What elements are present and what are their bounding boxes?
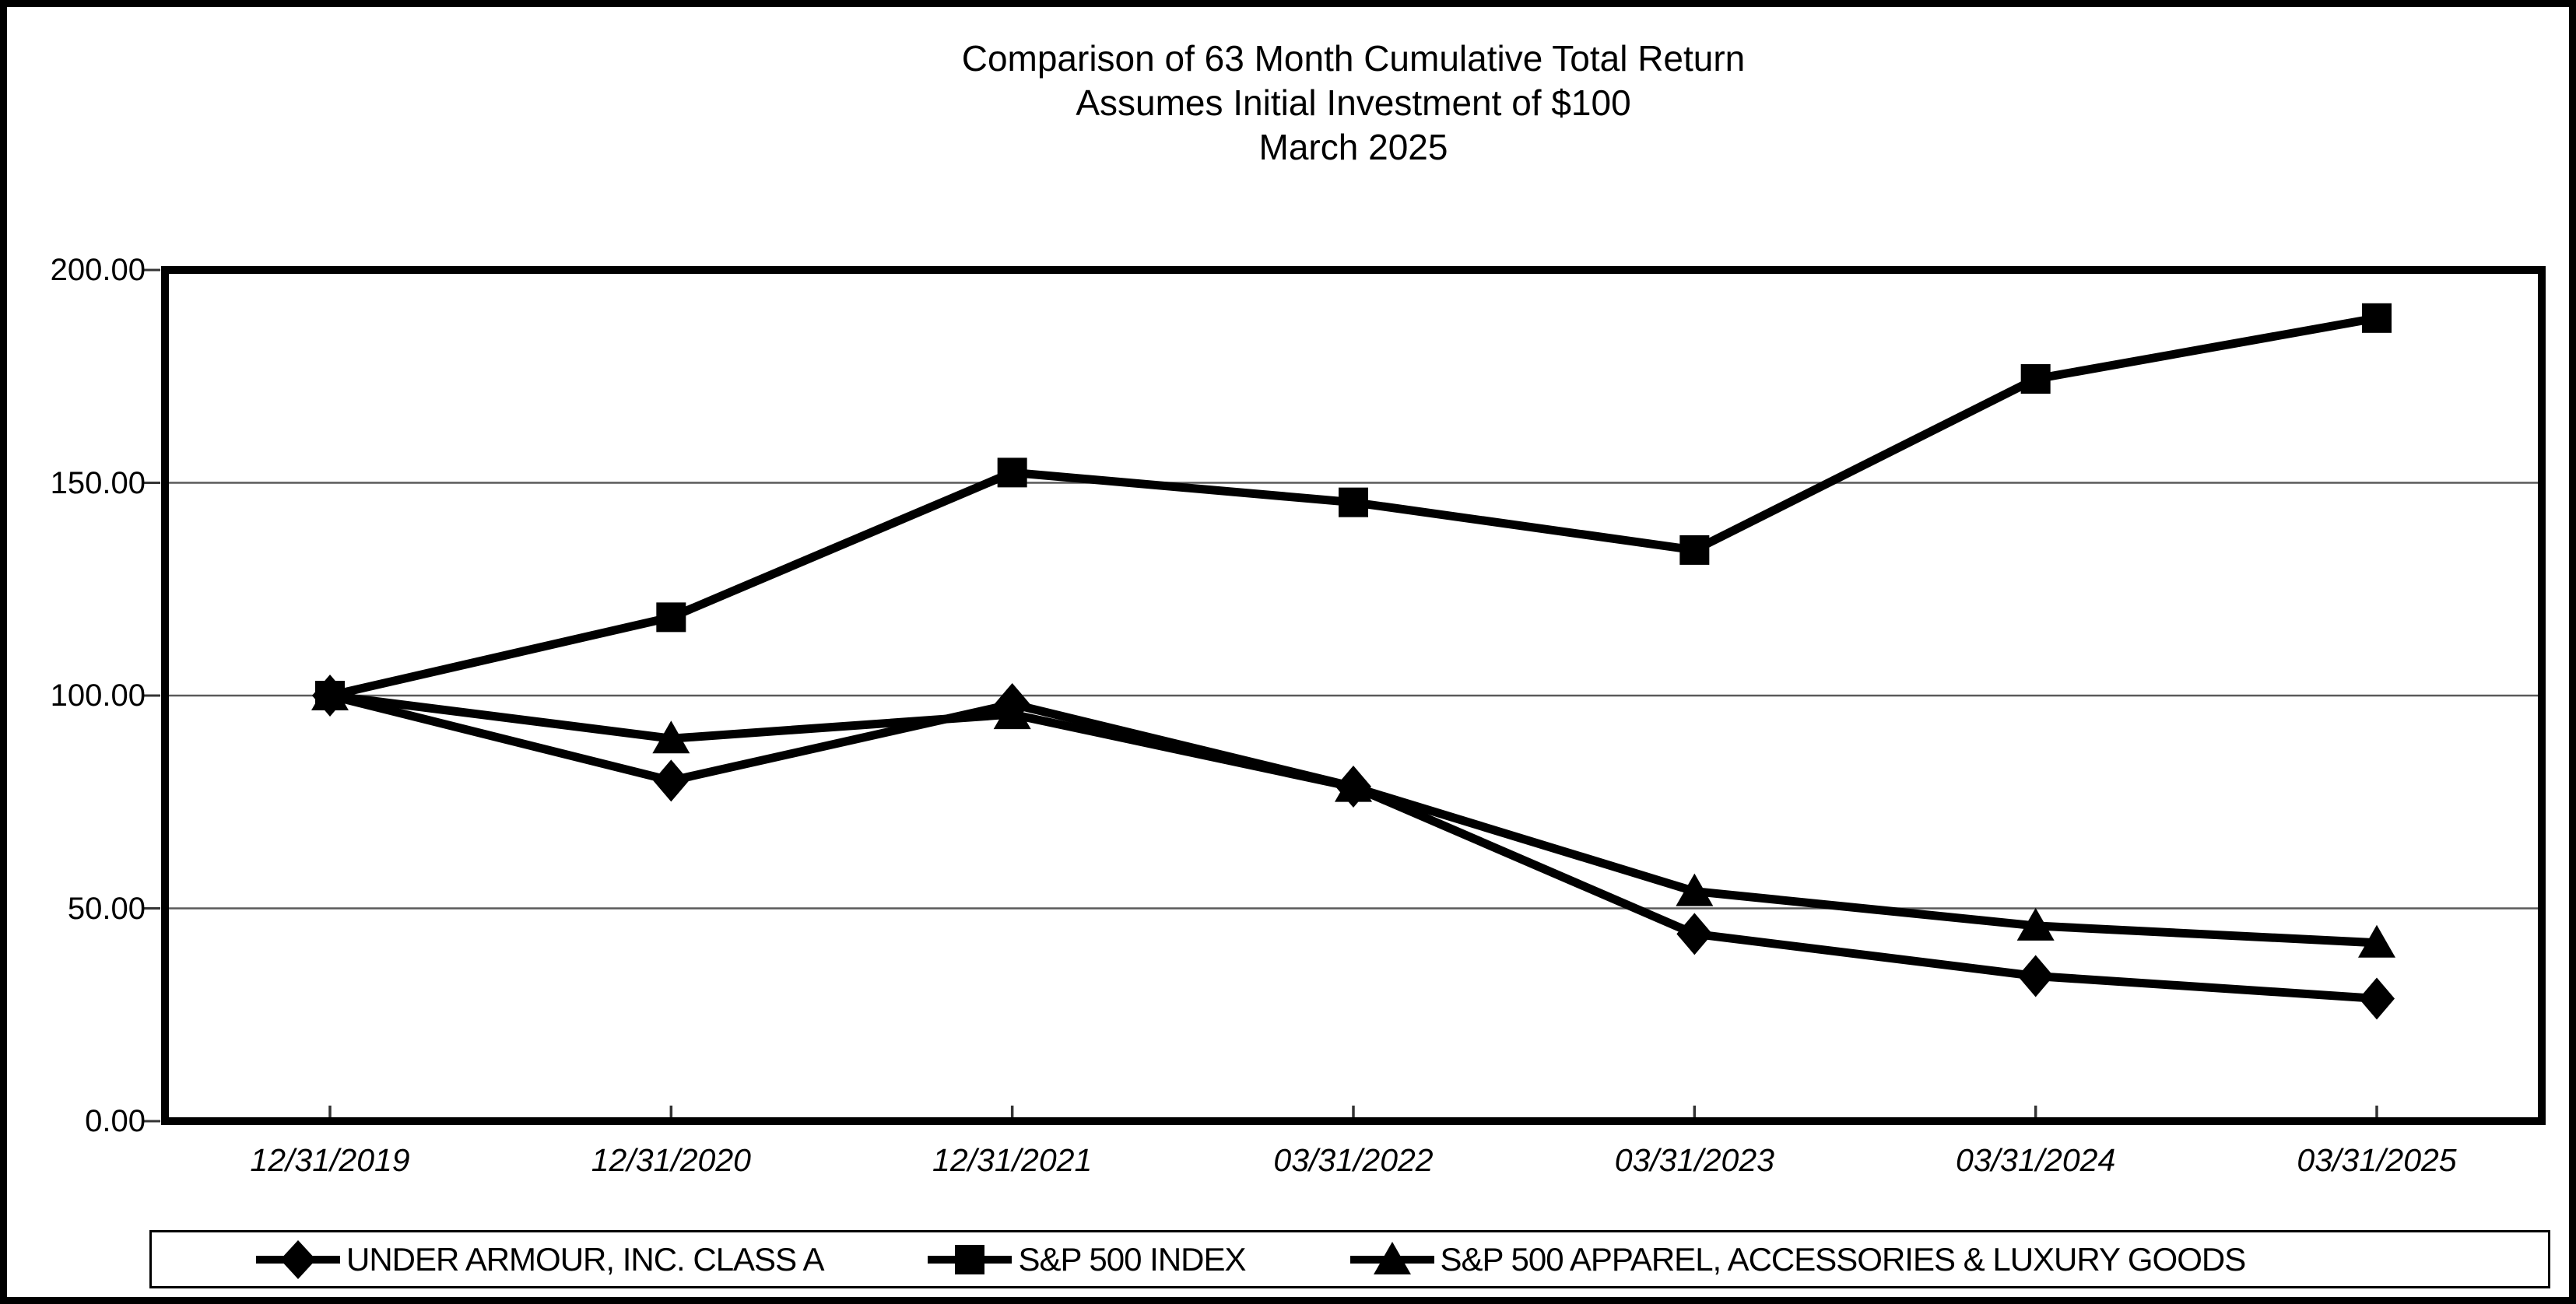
series-line-diamond (328, 691, 2378, 1003)
square-data-point (2362, 303, 2392, 333)
y-axis-tick-label: 0.00 (85, 1104, 146, 1138)
y-axis-tick-label: 200.00 (50, 253, 146, 287)
square-data-point (997, 457, 1027, 488)
square-data-point (2020, 364, 2051, 394)
square-data-point (315, 681, 345, 710)
chart-title: Comparison of 63 Month Cumulative Total … (961, 38, 1746, 79)
diamond-data-point (2359, 977, 2395, 1020)
legend-entry-under-armour: UNDER ARMOUR, INC. CLASS A (251, 1239, 824, 1280)
x-axis-tick-label: 12/31/2021 (932, 1142, 1093, 1178)
triangle-data-point (2358, 924, 2395, 958)
square-data-point (1339, 487, 1368, 517)
legend-label: S&P 500 APPAREL, ACCESSORIES & LUXURY GO… (1440, 1240, 2247, 1278)
series-line-triangle (329, 691, 2378, 948)
plot-border (161, 266, 2546, 1125)
square-marker-icon (923, 1239, 1016, 1280)
legend-entry-sp500-apparel: S&P 500 APPAREL, ACCESSORIES & LUXURY GO… (1346, 1239, 2246, 1280)
triangle-data-point (1676, 873, 1714, 906)
diamond-data-point (1676, 913, 1713, 955)
x-axis-tick-label: 12/31/2020 (591, 1142, 751, 1178)
legend-label: S&P 500 INDEX (1018, 1240, 1246, 1278)
triangle-marker-icon (1346, 1239, 1439, 1280)
line-chart-plot-area (143, 266, 2546, 1125)
x-axis-tick-label: 12/31/2019 (250, 1142, 410, 1178)
x-axis-tick-label: 03/31/2023 (1614, 1142, 1774, 1178)
x-axis-tick-label: 03/31/2022 (1273, 1142, 1434, 1178)
x-axis-tick-label: 03/31/2024 (1956, 1142, 2116, 1178)
y-axis-tick-label: 50.00 (67, 891, 146, 926)
square-data-point (656, 602, 686, 633)
triangle-data-point (652, 720, 690, 754)
diamond-data-point (653, 759, 690, 802)
legend-label: UNDER ARMOUR, INC. CLASS A (346, 1240, 824, 1278)
diamond-marker-icon (251, 1239, 345, 1280)
chart-date-label: March 2025 (1258, 127, 1448, 167)
y-axis-tick-label: 150.00 (50, 465, 146, 500)
chart-subtitle: Assumes Initial Investment of $100 (1076, 82, 1631, 123)
legend-entry-sp500: S&P 500 INDEX (923, 1239, 1247, 1280)
chart-title-block: Comparison of 63 Month Cumulative Total … (124, 37, 2569, 170)
triangle-data-point (2016, 907, 2055, 941)
square-data-point (1679, 535, 1710, 565)
x-axis-tick-label: 03/31/2025 (2297, 1142, 2457, 1178)
y-axis-tick-label: 100.00 (50, 678, 146, 713)
diamond-data-point (1335, 766, 1371, 808)
diamond-data-point (2017, 955, 2054, 997)
chart-legend: UNDER ARMOUR, INC. CLASS A S&P 500 INDEX… (149, 1230, 2550, 1288)
diamond-data-point (994, 682, 1030, 725)
